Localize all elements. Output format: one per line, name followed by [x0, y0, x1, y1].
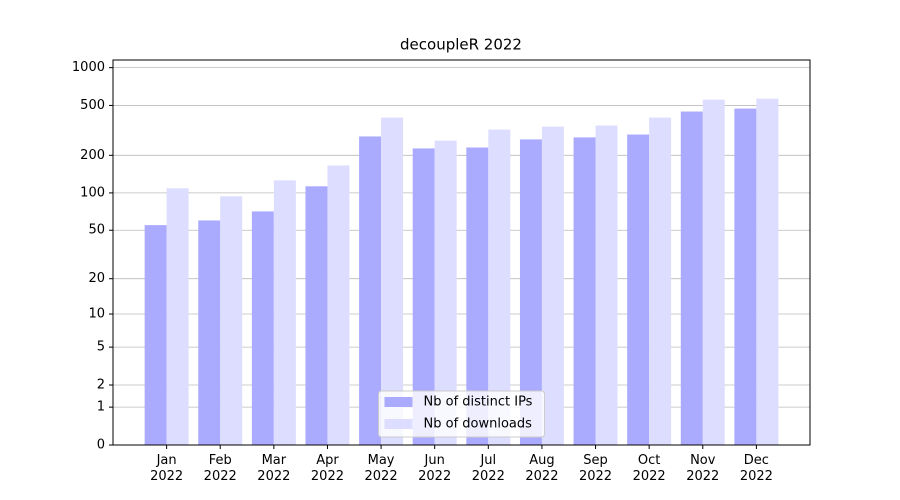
legend-box [378, 390, 545, 438]
x-tick-label: Oct 2022 [632, 453, 666, 484]
bar [273, 180, 296, 445]
bar [412, 148, 435, 445]
y-tick-label: 100 [80, 185, 105, 200]
legend-swatch [384, 397, 413, 407]
bar [381, 117, 404, 446]
bar [627, 134, 650, 445]
legend-swatch [384, 419, 413, 429]
bar [756, 98, 779, 445]
bar [359, 136, 382, 445]
x-tick-label: Sep 2022 [578, 453, 613, 484]
bar [166, 188, 189, 445]
x-tick-label: Nov 2022 [686, 453, 720, 484]
bar [434, 140, 457, 445]
x-tick-label: Dec 2022 [739, 453, 773, 484]
y-tick-label: 10 [88, 307, 105, 322]
bar [488, 129, 511, 445]
bar [595, 125, 618, 445]
bar [220, 196, 243, 445]
x-tick-label: Apr 2022 [310, 453, 344, 484]
bar [198, 220, 221, 445]
bar [702, 99, 725, 445]
chart-title: decoupleR 2022 [400, 36, 522, 54]
y-tick-label: 1000 [72, 60, 105, 75]
bar [649, 117, 672, 446]
bar [541, 126, 564, 445]
bar [251, 211, 274, 445]
bar [734, 108, 757, 445]
legend-label: Nb of distinct IPs [424, 395, 533, 410]
x-tick-label: Jan 2022 [150, 453, 184, 484]
y-tick-label: 200 [80, 148, 105, 163]
bar [573, 137, 596, 445]
x-tick-label: Jul 2022 [471, 453, 505, 484]
y-tick-label: 2 [97, 377, 105, 392]
bar [680, 111, 703, 445]
y-tick-label: 0 [97, 438, 105, 453]
x-tick-label: Aug 2022 [525, 453, 559, 484]
legend: Nb of distinct IPs Nb of downloads [378, 390, 545, 438]
legend-label: Nb of downloads [424, 417, 533, 432]
y-tick-label: 500 [80, 98, 105, 113]
x-tick-label: May 2022 [364, 453, 398, 484]
plot-frame [112, 59, 811, 446]
bar [519, 139, 542, 445]
y-tick-label: 50 [88, 223, 105, 238]
y-tick-label: 20 [88, 271, 105, 286]
x-tick-label: Mar 2022 [257, 453, 291, 484]
bar [466, 147, 489, 445]
bar [327, 165, 350, 445]
bar [144, 225, 167, 445]
x-tick-label: Feb 2022 [203, 453, 237, 484]
y-tick-label: 5 [97, 340, 105, 355]
y-tick-label: 1 [97, 400, 105, 415]
x-tick-label: Jun 2022 [418, 453, 452, 484]
bar [305, 186, 328, 445]
